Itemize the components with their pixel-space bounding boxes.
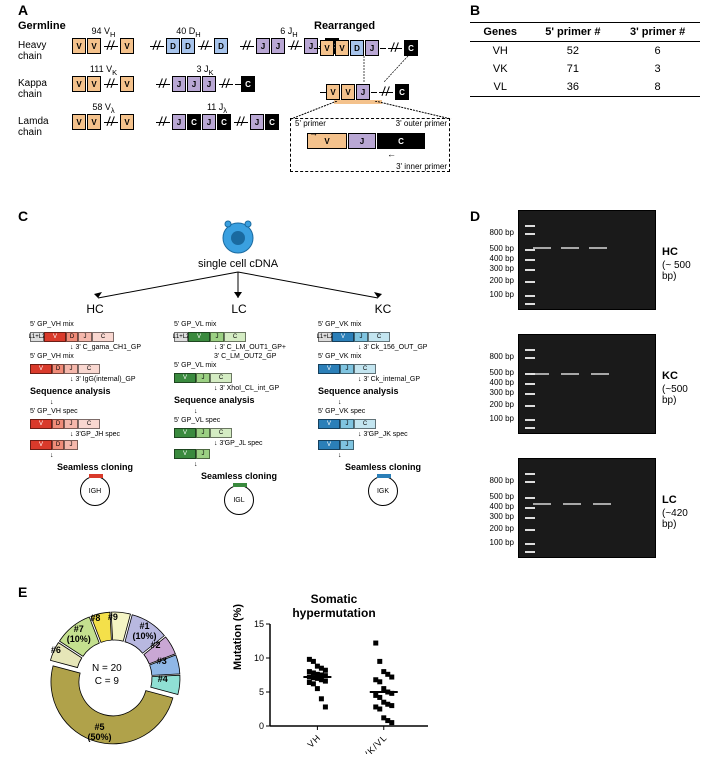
count-jk: 3 JK <box>196 64 213 77</box>
primer-5-label: 5' primer <box>295 119 326 128</box>
rearranged-label: Rearranged <box>314 20 375 32</box>
panel-b-label: B <box>470 2 480 18</box>
count-jl: 11 Jλ <box>207 102 227 115</box>
gel-KC: 800 bp500 bp400 bp300 bp200 bp100 bpKC(~… <box>470 334 700 446</box>
seg-d: D <box>166 38 180 54</box>
donut-center: N = 20C = 9 <box>92 662 122 688</box>
lambda-chain-name: Lamdachain <box>18 116 70 138</box>
primer-3out-label: 3' outer primer <box>396 119 447 128</box>
scatter-title: Somatichypermutation <box>234 592 434 620</box>
count-vk: 111 VK <box>90 64 117 77</box>
panel-b-table: Genes 5' primer # 3' primer # VH526 VK71… <box>470 22 700 97</box>
tbl-hdr-genes: Genes <box>470 23 530 42</box>
primer-3in-label: 3' inner primer <box>396 162 447 171</box>
panel-a: Germline Heavychain 94 VH VVV 40 DH DDD … <box>18 4 438 194</box>
slice-label-#4: #4 <box>158 674 168 684</box>
slice-label-#7: #7(10%) <box>67 624 91 644</box>
connector-lines <box>314 56 444 84</box>
svg-text:5: 5 <box>259 687 264 697</box>
seg-v: V <box>72 38 86 54</box>
heavy-chain-name: Heavychain <box>18 40 70 62</box>
kappa-chain-name: Kappachain <box>18 78 70 100</box>
plasmid-IGH: IGH <box>80 476 110 506</box>
gel-LC: 800 bp500 bp400 bp300 bp200 bp100 bpLC(~… <box>470 458 700 570</box>
wf-title-KC: KC <box>318 302 448 316</box>
wf-title-LC: LC <box>174 302 304 316</box>
count-dh: 40 DH <box>176 26 200 39</box>
svg-text:0: 0 <box>259 721 264 731</box>
plasmid-IGL: IGL <box>224 485 254 515</box>
gel-HC: 800 bp500 bp400 bp300 bp200 bp100 bpHC(~… <box>470 210 700 322</box>
slice-label-#3: #3 <box>157 656 167 666</box>
svg-text:10: 10 <box>254 653 264 663</box>
slice-label-#2: #2 <box>150 640 160 650</box>
germline-label: Germline <box>18 20 66 32</box>
svg-text:VH: VH <box>305 732 322 749</box>
slice-label-#9: #9 <box>108 612 118 622</box>
wf-title-HC: HC <box>30 302 160 316</box>
slice-label-#5: #5(50%) <box>88 722 112 742</box>
seg-j: J <box>256 38 270 54</box>
panel-e: N = 20C = 9 #1(10%)#2 #3 #4 #5(50%) #6 #7(10%… <box>18 586 448 766</box>
tbl-hdr-5p: 5' primer # <box>530 23 615 42</box>
count-jh: 6 JH <box>280 26 297 39</box>
branch-lines <box>58 268 418 302</box>
cell-icon <box>218 216 258 256</box>
panel-c: single cell cDNA HC5' GP_VH mixL1+L2VDJC… <box>18 210 448 570</box>
panel-d: 800 bp500 bp400 bp300 bp200 bp100 bpHC(~… <box>470 210 710 582</box>
plasmid-IGK: IGK <box>368 476 398 506</box>
scatter-plot: Somatichypermutation Mutation (%) 0 5 10 15… <box>234 592 434 760</box>
svg-text:15: 15 <box>254 620 264 629</box>
primer-detail-box: 5' primer 3' outer primer VJC → ← ← 3' i… <box>290 118 450 172</box>
count-vl: 58 Vλ <box>92 102 114 115</box>
donut-chart: N = 20C = 9 #1(10%)#2 #3 #4 #5(50%) #6 #7(10%… <box>24 592 204 762</box>
slice-label-#8: #8 <box>90 613 100 623</box>
count-vh: 94 VH <box>92 26 116 39</box>
tbl-hdr-3p: 3' primer # <box>615 23 700 42</box>
scatter-ylabel: Mutation (%) <box>232 604 244 670</box>
slice-label-#1: #1(10%) <box>132 621 156 641</box>
svg-text:VK/VL: VK/VL <box>361 732 390 754</box>
slice-label-#6: #6 <box>51 645 61 655</box>
